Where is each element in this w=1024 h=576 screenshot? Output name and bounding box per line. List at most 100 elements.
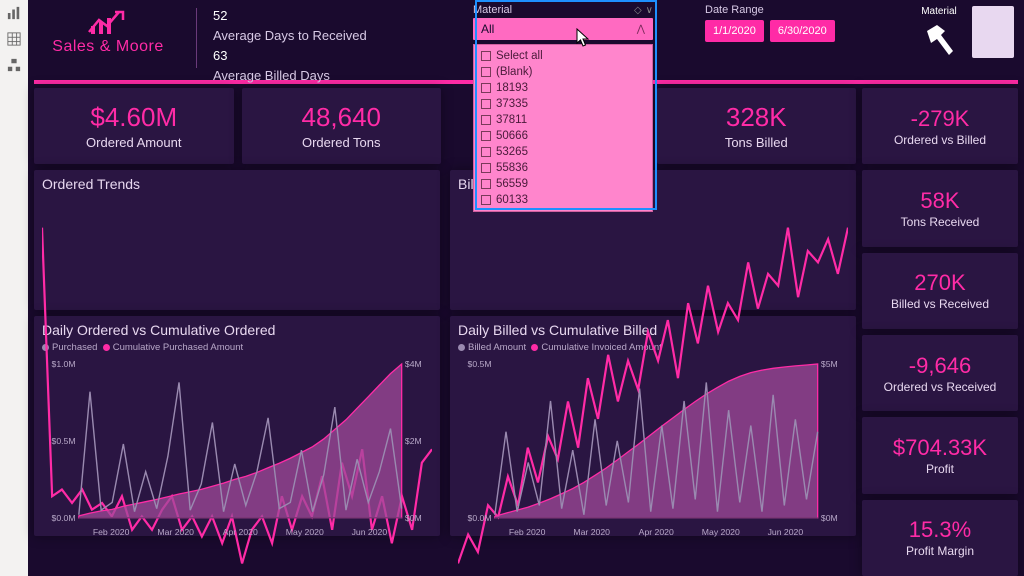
option-label: 50666	[496, 130, 528, 142]
hammer-icon	[918, 19, 960, 61]
chart-icon[interactable]	[7, 6, 21, 20]
kpi-value: $704.33K	[893, 435, 987, 461]
kpi-label: Profit	[926, 462, 954, 476]
option-label: 37335	[496, 98, 528, 110]
table-icon[interactable]	[7, 32, 21, 46]
panel-title: Ordered Trends	[42, 176, 432, 192]
checkbox[interactable]	[481, 115, 491, 125]
svg-text:$0.0M: $0.0M	[468, 513, 492, 523]
kpi-label: Ordered vs Received	[884, 380, 997, 394]
option-label: 55836	[496, 162, 528, 174]
kpi-label: Profit Margin	[906, 544, 974, 558]
date-from[interactable]: 1/1/2020	[705, 20, 764, 42]
svg-text:Mar 2020: Mar 2020	[573, 527, 610, 537]
days-received-num: 52	[213, 8, 227, 23]
material-icon-button[interactable]: Material	[918, 6, 960, 61]
slicer-selected-text: All	[481, 22, 494, 36]
dropdown-option[interactable]: (Blank)	[474, 64, 652, 80]
checkbox[interactable]	[481, 163, 491, 173]
ordered-trends-panel[interactable]: Ordered Trends	[34, 170, 440, 310]
right-kpi[interactable]: $704.33KProfit	[862, 417, 1018, 493]
daterange-label: Date Range	[705, 4, 835, 16]
material-dropdown[interactable]: Select all (Blank) 18193 37335 37811 50666 532…	[473, 44, 653, 212]
ordered-combo-chart: $1.0M$0.5M$0.0M$4M$2M$0MFeb 2020Mar 2020…	[42, 355, 432, 544]
material-slicer[interactable]: Material ◇ ∨ All ⋀ Select all(Blank)1819…	[473, 4, 653, 40]
svg-text:$1.0M: $1.0M	[52, 359, 76, 369]
days-received-label: Average Days to Received	[213, 26, 433, 46]
checkbox[interactable]	[481, 67, 491, 77]
right-kpi[interactable]: -279KOrdered vs Billed	[862, 88, 1018, 164]
checkbox[interactable]	[481, 179, 491, 189]
svg-text:Apr 2020: Apr 2020	[639, 527, 674, 537]
svg-text:$0M: $0M	[821, 513, 838, 523]
dropdown-option[interactable]: 37811	[474, 112, 652, 128]
kpi-label: Ordered Amount	[86, 135, 181, 150]
chevron-up-icon: ⋀	[637, 24, 645, 35]
document-icon-button[interactable]	[972, 6, 1014, 58]
checkbox[interactable]	[481, 99, 491, 109]
kpi-value: $4.60M	[90, 102, 177, 133]
checkbox[interactable]	[481, 83, 491, 93]
nav-rail	[0, 0, 28, 576]
kpi-value: 328K	[726, 102, 787, 133]
svg-text:$0.5M: $0.5M	[468, 359, 492, 369]
svg-text:May 2020: May 2020	[286, 527, 324, 537]
kpi-value: 270K	[914, 270, 965, 296]
kpi-label: Billed vs Received	[891, 297, 989, 311]
kpi-tons-billed[interactable]: 328K Tons Billed	[657, 88, 857, 164]
kpi-label: Ordered vs Billed	[894, 133, 986, 147]
logo: Sales & Moore	[38, 4, 178, 56]
dropdown-option[interactable]: 60133	[474, 192, 652, 208]
svg-text:Feb 2020: Feb 2020	[93, 527, 130, 537]
checkbox[interactable]	[481, 131, 491, 141]
kpi-value: 48,640	[301, 102, 381, 133]
checkbox[interactable]	[481, 147, 491, 157]
divider	[196, 8, 197, 68]
svg-text:May 2020: May 2020	[702, 527, 740, 537]
dropdown-option[interactable]: 18193	[474, 80, 652, 96]
billed-days-num: 63	[213, 48, 227, 63]
top-bar: Sales & Moore 52 Average Days to Receive…	[28, 0, 1024, 80]
option-label: 56559	[496, 178, 528, 190]
billed-days-label: Average Billed Days	[213, 66, 433, 86]
dropdown-option[interactable]: 56559	[474, 176, 652, 192]
checkbox[interactable]	[481, 195, 491, 205]
svg-text:$5M: $5M	[821, 359, 838, 369]
model-icon[interactable]	[7, 58, 21, 72]
kpi-value: -279K	[911, 106, 970, 132]
kpi-label: Tons Received	[901, 215, 980, 229]
checkbox[interactable]	[481, 51, 491, 61]
svg-text:$2M: $2M	[405, 436, 422, 446]
dropdown-option[interactable]: 50666	[474, 128, 652, 144]
option-label: (Blank)	[496, 66, 532, 78]
svg-text:$0.5M: $0.5M	[52, 436, 76, 446]
material-icon-label: Material	[921, 6, 957, 17]
svg-text:$0M: $0M	[405, 513, 422, 523]
dropdown-option[interactable]: Select all	[474, 48, 652, 64]
svg-text:Apr 2020: Apr 2020	[223, 527, 258, 537]
svg-text:$4M: $4M	[405, 359, 422, 369]
right-kpi[interactable]: 15.3%Profit Margin	[862, 500, 1018, 576]
dropdown-option[interactable]: 53265	[474, 144, 652, 160]
option-label: 18193	[496, 82, 528, 94]
kpi-ordered-tons[interactable]: 48,640 Ordered Tons	[242, 88, 442, 164]
right-kpi-column: -279KOrdered vs Billed58KTons Received27…	[862, 88, 1018, 576]
kpi-label: Ordered Tons	[302, 135, 381, 150]
chevron-down-icon[interactable]: ∨	[646, 5, 653, 16]
eraser-icon[interactable]: ◇	[634, 5, 642, 16]
billed-combo-chart: $0.5M$0.0M$5M$0MFeb 2020Mar 2020Apr 2020…	[458, 355, 848, 544]
document-icon	[972, 6, 1014, 58]
option-label: 37811	[496, 114, 527, 126]
kpi-ordered-amount[interactable]: $4.60M Ordered Amount	[34, 88, 234, 164]
kpi-value: -9,646	[909, 353, 971, 379]
slicer-selected[interactable]: All ⋀	[473, 18, 653, 40]
dropdown-option[interactable]: 37335	[474, 96, 652, 112]
date-to[interactable]: 6/30/2020	[770, 20, 835, 42]
right-kpi[interactable]: 270KBilled vs Received	[862, 253, 1018, 329]
right-kpi[interactable]: -9,646Ordered vs Received	[862, 335, 1018, 411]
logo-text: Sales & Moore	[52, 38, 163, 56]
dropdown-option[interactable]: 55836	[474, 160, 652, 176]
right-kpi[interactable]: 58KTons Received	[862, 170, 1018, 246]
svg-text:Jun 2020: Jun 2020	[352, 527, 388, 537]
date-range: Date Range 1/1/2020 6/30/2020	[705, 4, 835, 42]
